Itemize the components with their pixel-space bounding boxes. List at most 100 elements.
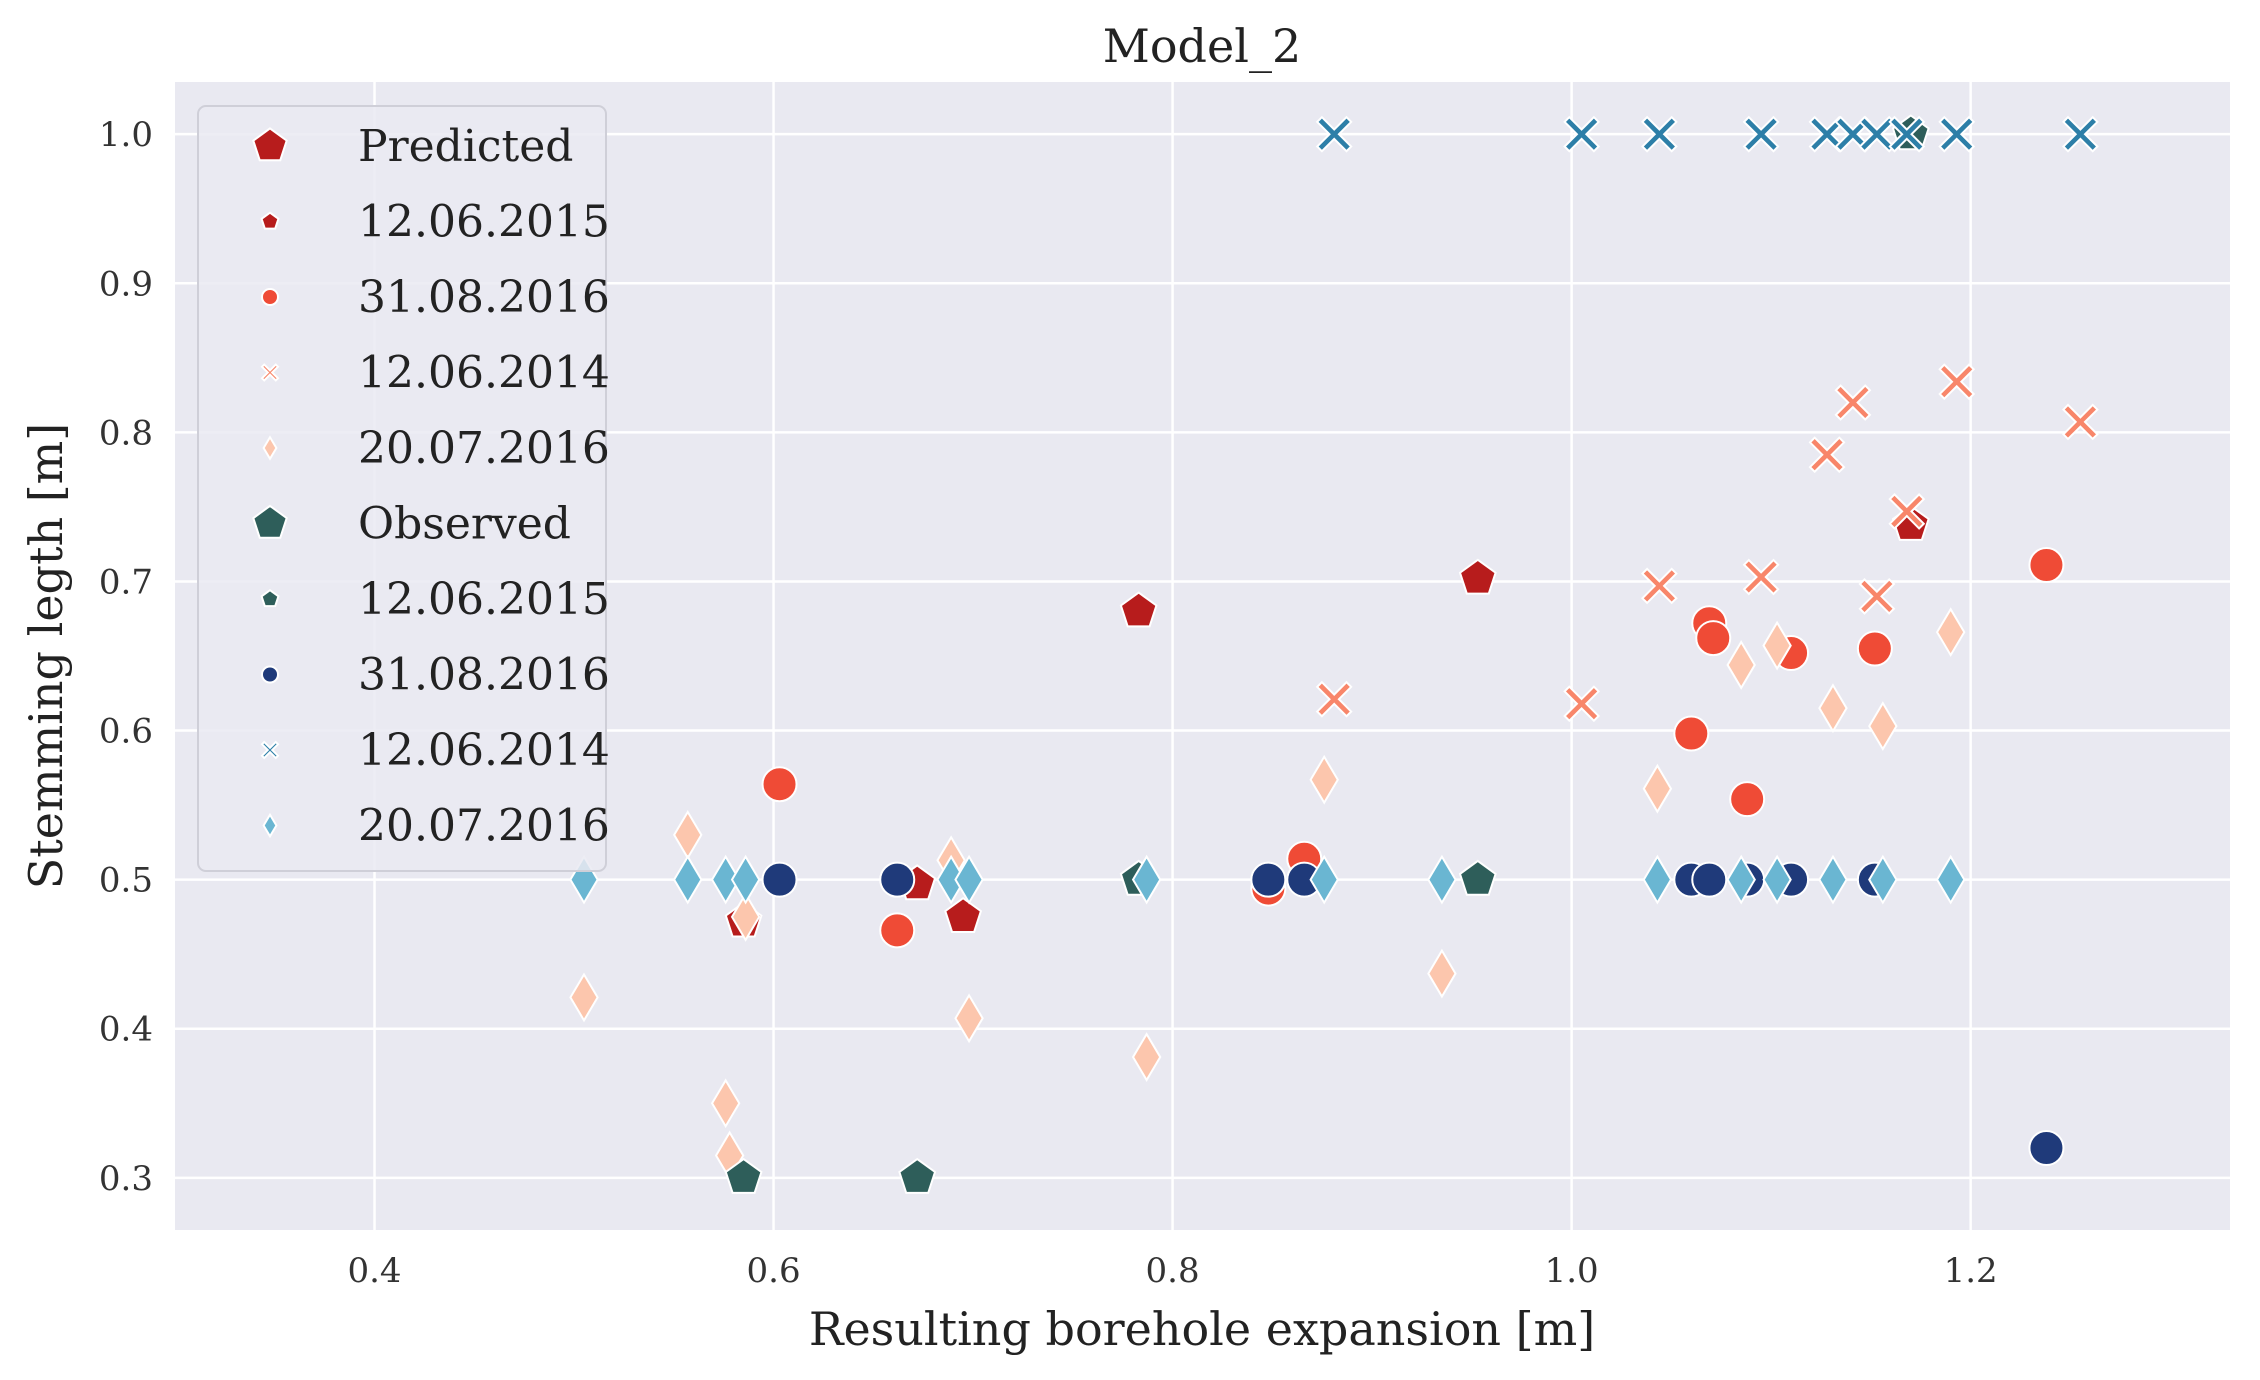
data-point	[1119, 591, 1158, 628]
data-point	[761, 766, 798, 803]
data-point	[2028, 547, 2065, 584]
data-point	[710, 854, 741, 905]
data-point	[1458, 859, 1497, 896]
legend-item: 12.06.2014	[260, 725, 610, 776]
legend-marker	[262, 812, 278, 839]
data-point	[954, 993, 984, 1044]
data-point	[569, 972, 599, 1023]
data-point	[2028, 1130, 2065, 1166]
x-tick-label: 0.8	[1146, 1251, 1200, 1291]
legend-item: 20.07.2016	[262, 801, 610, 852]
data-point	[2061, 115, 2099, 153]
data-point	[710, 1078, 741, 1129]
legend-item: 12.06.2014	[260, 348, 610, 399]
data-point	[1938, 363, 1976, 401]
data-point	[1868, 854, 1898, 905]
data-point	[1131, 854, 1162, 905]
legend-items: Predicted 12.06.2015 31.08.2016 12.06.2014 2…	[252, 121, 610, 852]
y-tick-label: 0.4	[99, 1010, 153, 1050]
data-point	[761, 861, 798, 898]
data-point	[1726, 854, 1756, 905]
data-point	[1726, 640, 1756, 690]
data-point	[944, 896, 983, 933]
data-point	[1935, 854, 1966, 905]
data-point	[954, 854, 984, 905]
series-predicted-20-07-2016	[569, 607, 1966, 1181]
data-point	[1858, 577, 1896, 615]
data-point	[1834, 384, 1872, 421]
legend-item: 20.07.2016	[262, 423, 610, 474]
y-tick-label: 0.7	[99, 562, 153, 602]
data-point	[1250, 861, 1287, 898]
data-point	[1427, 948, 1457, 999]
data-point	[1742, 115, 1780, 153]
data-points	[569, 114, 2099, 1194]
data-point	[1818, 683, 1848, 734]
series-predicted-12-06-2014	[1315, 363, 2099, 723]
data-point	[1818, 854, 1848, 905]
legend-item: Predicted	[252, 121, 573, 172]
data-point	[898, 1157, 937, 1194]
data-point	[1315, 115, 1353, 153]
legend-marker	[260, 588, 280, 608]
data-point	[730, 854, 761, 905]
data-point	[1691, 861, 1728, 898]
data-point	[1868, 701, 1898, 751]
data-point	[2061, 403, 2099, 441]
legend-label: 12.06.2014	[358, 725, 610, 776]
legend-label: 12.06.2015	[358, 574, 610, 625]
data-point	[1563, 115, 1601, 153]
data-point	[1695, 620, 1732, 657]
legend-label: Predicted	[358, 121, 573, 172]
y-tick-label: 1.0	[99, 115, 153, 155]
y-axis-label: Stemming legth [m]	[19, 423, 73, 890]
legend-label: 20.07.2016	[358, 423, 610, 474]
legend-item: Observed	[252, 499, 571, 550]
legend-marker	[261, 288, 279, 306]
data-point	[1762, 620, 1792, 671]
legend-label: Observed	[358, 499, 571, 550]
data-point	[1888, 115, 1926, 153]
data-point	[1856, 630, 1893, 667]
data-point	[730, 891, 761, 942]
x-tick-label: 1.2	[1944, 1251, 1998, 1291]
y-tick-label: 0.3	[99, 1159, 153, 1199]
x-tick-label: 0.4	[347, 1251, 401, 1291]
data-point	[1729, 781, 1766, 818]
y-tick-labels: 0.3 0.4 0.5 0.6 0.7 0.8 0.9 1.0	[99, 115, 153, 1199]
data-point	[1858, 115, 1896, 153]
data-point	[1427, 854, 1457, 905]
data-point	[1888, 492, 1926, 530]
data-point	[1309, 754, 1339, 805]
data-point	[1938, 115, 1976, 153]
legend-label: 12.06.2015	[358, 197, 610, 248]
data-point	[1640, 567, 1678, 605]
x-tick-label: 1.0	[1545, 1251, 1599, 1291]
data-point	[1642, 854, 1673, 905]
legend-label: 31.08.2016	[358, 650, 610, 701]
legend-marker	[260, 740, 280, 760]
legend-box	[197, 105, 607, 872]
x-tick-label: 0.6	[747, 1251, 801, 1291]
legend-item: 12.06.2015	[260, 197, 610, 248]
data-point	[1762, 854, 1792, 905]
chart-title: Model_2	[1103, 19, 1301, 73]
legend-item: 31.08.2016	[261, 650, 610, 701]
x-axis-label: Resulting borehole expansion [m]	[809, 1302, 1595, 1356]
legend-marker	[261, 665, 279, 684]
data-point	[1673, 715, 1710, 752]
data-point	[1642, 763, 1673, 814]
data-point	[1742, 558, 1780, 596]
data-point	[1309, 854, 1339, 905]
y-tick-label: 0.9	[99, 264, 153, 304]
data-point	[1808, 436, 1846, 474]
data-point	[1131, 1032, 1162, 1082]
legend-label: 31.08.2016	[358, 272, 610, 323]
data-point	[1935, 607, 1966, 658]
series-observed-12-06-2014	[1315, 115, 2099, 153]
legend-item: 12.06.2015	[260, 574, 610, 625]
series-observed-20-07-2016	[569, 854, 1966, 905]
legend-label: 12.06.2014	[358, 348, 610, 399]
data-point	[1640, 115, 1678, 153]
